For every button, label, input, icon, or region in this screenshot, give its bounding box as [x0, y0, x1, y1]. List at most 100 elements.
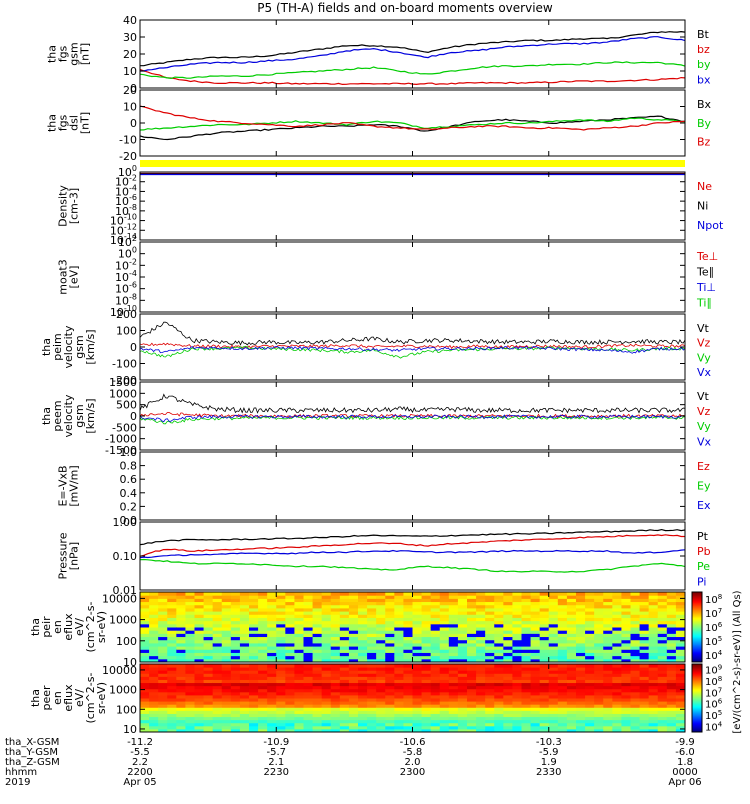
heatmap-cell — [512, 707, 522, 711]
heatmap-cell — [512, 627, 522, 631]
heatmap-cell — [176, 595, 186, 599]
heatmap-cell — [585, 642, 595, 647]
heatmap-cell — [657, 725, 668, 730]
heatmap-cell — [212, 728, 223, 732]
heatmap-cell — [149, 620, 159, 625]
heatmap-cell — [285, 701, 295, 705]
heatmap-cell — [448, 713, 459, 718]
heatmap-cell — [430, 704, 441, 708]
heatmap-cell — [267, 716, 277, 721]
heatmap-cell — [239, 595, 250, 599]
y-tick-label: 0 — [130, 117, 137, 130]
legend-label-peim_velocity-2: Vz — [697, 337, 711, 350]
heatmap-cell — [348, 725, 359, 730]
heatmap-cell — [557, 601, 568, 606]
heatmap-cell — [494, 670, 504, 674]
legend-label-fgs_gsm-1: Bt — [697, 28, 710, 41]
heatmap-cell — [385, 607, 395, 612]
heatmap-cell — [666, 676, 677, 680]
colorbar-cell — [692, 677, 702, 680]
heatmap-cell — [203, 707, 214, 711]
heatmap-cell — [394, 679, 404, 684]
heatmap-cell — [467, 673, 477, 677]
y-tick-label: 1.0 — [120, 446, 138, 459]
heatmap-cell — [158, 649, 168, 653]
heatmap-cell — [494, 707, 504, 711]
heatmap-cell — [194, 636, 205, 641]
heatmap-cell — [212, 598, 223, 603]
heatmap-cell — [376, 639, 386, 644]
heatmap-cell — [312, 713, 323, 718]
heatmap-cell — [457, 713, 468, 718]
heatmap-cell — [203, 627, 214, 631]
heatmap-cell — [630, 601, 641, 606]
heatmap-cell — [294, 719, 304, 724]
colorbar-cell — [692, 719, 702, 722]
heatmap-cell — [185, 598, 195, 603]
heatmap-cell — [212, 688, 223, 693]
heatmap-cell — [621, 688, 631, 693]
y-axis-label: gsm — [73, 335, 86, 358]
heatmap-cell — [603, 722, 613, 727]
heatmap-cell — [639, 646, 650, 650]
heatmap-cell — [176, 704, 186, 708]
heatmap-cell — [312, 598, 323, 603]
heatmap-cell — [158, 667, 168, 671]
heatmap-cell — [230, 642, 241, 647]
heatmap-cell — [566, 704, 577, 708]
heatmap-cell — [212, 710, 223, 714]
heatmap-cell — [648, 673, 659, 677]
heatmap-cell — [430, 636, 441, 641]
heatmap-cell — [167, 694, 177, 699]
heatmap-cell — [675, 649, 685, 653]
heatmap-cell — [258, 642, 268, 647]
heatmap-cell — [648, 614, 659, 618]
heatmap-cell — [548, 676, 559, 680]
heatmap-cell — [539, 694, 550, 699]
heatmap-cell — [239, 725, 250, 730]
heatmap-cell — [294, 592, 304, 596]
heatmap-cell — [512, 642, 522, 647]
heatmap-cell — [648, 682, 659, 687]
y-tick-label: -1500 — [105, 444, 137, 457]
heatmap-cell — [221, 652, 232, 657]
heatmap-cell — [194, 639, 205, 644]
heatmap-cell — [276, 698, 286, 702]
heatmap-cell — [330, 685, 341, 690]
heatmap-cell — [594, 667, 604, 671]
heatmap-cell — [666, 664, 677, 668]
heatmap-cell — [539, 688, 550, 693]
heatmap-cell — [421, 725, 432, 730]
heatmap-cell — [476, 704, 486, 708]
heatmap-cell — [267, 642, 277, 647]
heatmap-cell — [594, 716, 604, 721]
ephemeris-value: -5.7 — [266, 747, 286, 758]
heatmap-cell — [566, 676, 577, 680]
legend-label-temperature-4: Ti∥ — [696, 297, 712, 310]
heatmap-cell — [594, 682, 604, 687]
heatmap-cell — [657, 698, 668, 702]
heatmap-cell — [621, 670, 631, 674]
heatmap-cell — [212, 719, 223, 724]
colorbar-cell — [692, 699, 702, 701]
heatmap-cell — [158, 679, 168, 684]
heatmap-cell — [140, 685, 150, 690]
heatmap-cell — [203, 667, 214, 671]
heatmap-cell — [657, 649, 668, 653]
heatmap-cell — [367, 682, 377, 687]
heatmap-cell — [358, 627, 368, 631]
heatmap-cell — [476, 633, 486, 638]
heatmap-cell — [285, 607, 295, 612]
heatmap-cell — [348, 639, 359, 644]
heatmap-cell — [167, 649, 177, 653]
heatmap-cell — [594, 636, 604, 641]
heatmap-cell — [239, 633, 250, 638]
heatmap-cell — [666, 655, 677, 660]
heatmap-cell — [348, 655, 359, 660]
heatmap-cell — [149, 676, 159, 680]
heatmap-cell — [403, 670, 413, 674]
heatmap-cell — [430, 633, 441, 638]
heatmap-cell — [430, 670, 441, 674]
heatmap-cell — [630, 598, 641, 603]
heatmap-cell — [285, 722, 295, 727]
